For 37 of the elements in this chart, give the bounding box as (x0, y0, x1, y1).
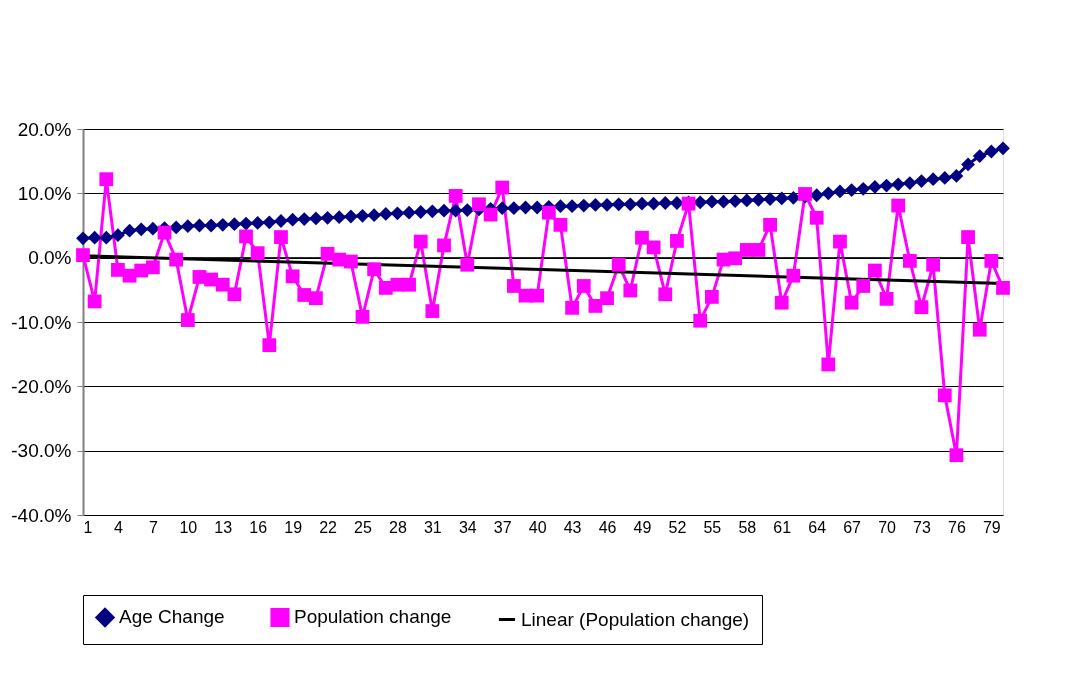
x-tick-label: 64 (808, 518, 827, 536)
y-tick-label: -10.0% (11, 311, 72, 333)
x-tick-label: 67 (843, 518, 862, 536)
x-tick-label: 31 (423, 518, 442, 536)
legend-label: Age Change (119, 606, 225, 628)
y-tick-label: -30.0% (11, 440, 72, 462)
x-tick-label: 55 (703, 518, 722, 536)
y-tick-label: 20.0% (17, 118, 72, 140)
x-tick-label: 10 (179, 518, 198, 536)
x-tick-label: 76 (948, 518, 966, 536)
x-tick-label: 28 (389, 518, 407, 536)
legend-label: Linear (Population change) (521, 608, 750, 630)
x-tick-label: 25 (354, 518, 372, 536)
x-tick-label: 16 (249, 518, 268, 536)
x-tick-label: 43 (563, 518, 582, 536)
x-tick-label: 58 (738, 518, 757, 536)
y-tick-label: 0.0% (28, 247, 72, 269)
x-tick-label: 79 (982, 518, 1001, 536)
x-tick-label: 4 (113, 518, 123, 536)
x-tick-label: 73 (913, 518, 931, 536)
x-tick-label: 7 (148, 518, 158, 536)
x-tick-label: 34 (458, 518, 477, 536)
x-tick-label: 49 (633, 518, 652, 536)
x-tick-label: 52 (668, 518, 687, 536)
legend-label: Population change (294, 606, 452, 628)
x-tick-label: 22 (319, 518, 338, 536)
x-tick-label: 1 (83, 518, 93, 536)
x-tick-label: 61 (773, 518, 792, 536)
x-tick-label: 13 (214, 518, 233, 536)
x-tick-label: 37 (493, 518, 512, 536)
x-tick-label: 19 (284, 518, 303, 536)
y-tick-label: 10.0% (17, 182, 72, 204)
x-tick-label: 70 (878, 518, 897, 536)
x-tick-label: 46 (598, 518, 617, 536)
x-tick-label: 40 (528, 518, 547, 536)
y-tick-label: -40.0% (11, 504, 72, 526)
y-tick-label: -20.0% (11, 375, 72, 397)
